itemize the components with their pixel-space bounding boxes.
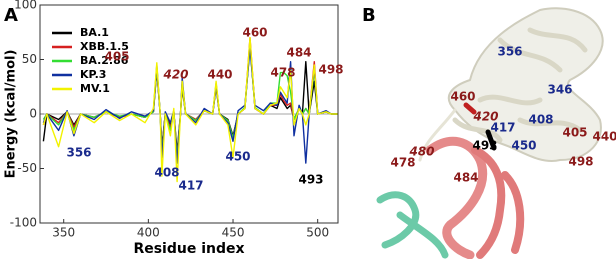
residue-annotation: 405 [104,50,129,64]
legend-label: BA.2.86 [80,54,129,67]
y-tick-label: 50 [22,52,37,66]
residue-annotation: 450 [225,150,250,164]
structure-label: 356 [497,45,522,59]
legend-label: XBB.1.5 [80,40,129,53]
structure-label: 450 [511,139,536,153]
x-tick-label: 500 [306,226,329,240]
x-tick-label: 350 [52,226,75,240]
residue-annotation: 420 [162,68,188,82]
legend-label: BA.1 [80,26,109,39]
structure-label: 460 [450,90,475,104]
residue-annotation: 478 [270,66,295,80]
residue-annotation: 417 [178,179,203,193]
panel-label: B [362,5,376,26]
structure-label: 480 [408,145,434,159]
structure-label: 346 [547,83,572,97]
structure-label: 408 [528,113,553,127]
x-axis-label: Residue index [133,241,244,257]
y-tick-label: -50 [17,161,37,175]
legend-label: KP.3 [80,68,106,81]
x-tick-label: 450 [222,226,245,240]
residue-annotation: 493 [298,173,323,187]
structure-label: 405 [562,126,587,140]
structure-label: 484 [453,171,478,185]
residue-annotation: 356 [66,146,91,160]
protein-structure [376,7,604,259]
panel-label: A [4,5,18,26]
residue-annotation: 460 [242,26,267,40]
residue-annotation: 408 [154,166,179,180]
y-axis-label: Energy (kcal/mol) [4,50,19,179]
structure-label: 478 [390,156,415,170]
legend-label: MV.1 [80,82,110,95]
residue-annotation: 498 [318,63,343,77]
residue-annotation: 440 [207,68,232,82]
structure-label: 417 [490,121,515,135]
structure-label: 493 [472,139,497,153]
structure-label: 498 [568,155,593,169]
plot-frame [39,4,339,224]
residue-annotation: 484 [286,46,311,60]
structure-label: 440 [592,130,616,144]
y-tick-label: 100 [14,0,37,12]
y-tick-label: 0 [29,107,37,121]
x-tick-label: 400 [137,226,160,240]
y-tick-label: -100 [10,216,37,230]
series-line [42,37,338,183]
structure-label: 420 [472,110,498,124]
